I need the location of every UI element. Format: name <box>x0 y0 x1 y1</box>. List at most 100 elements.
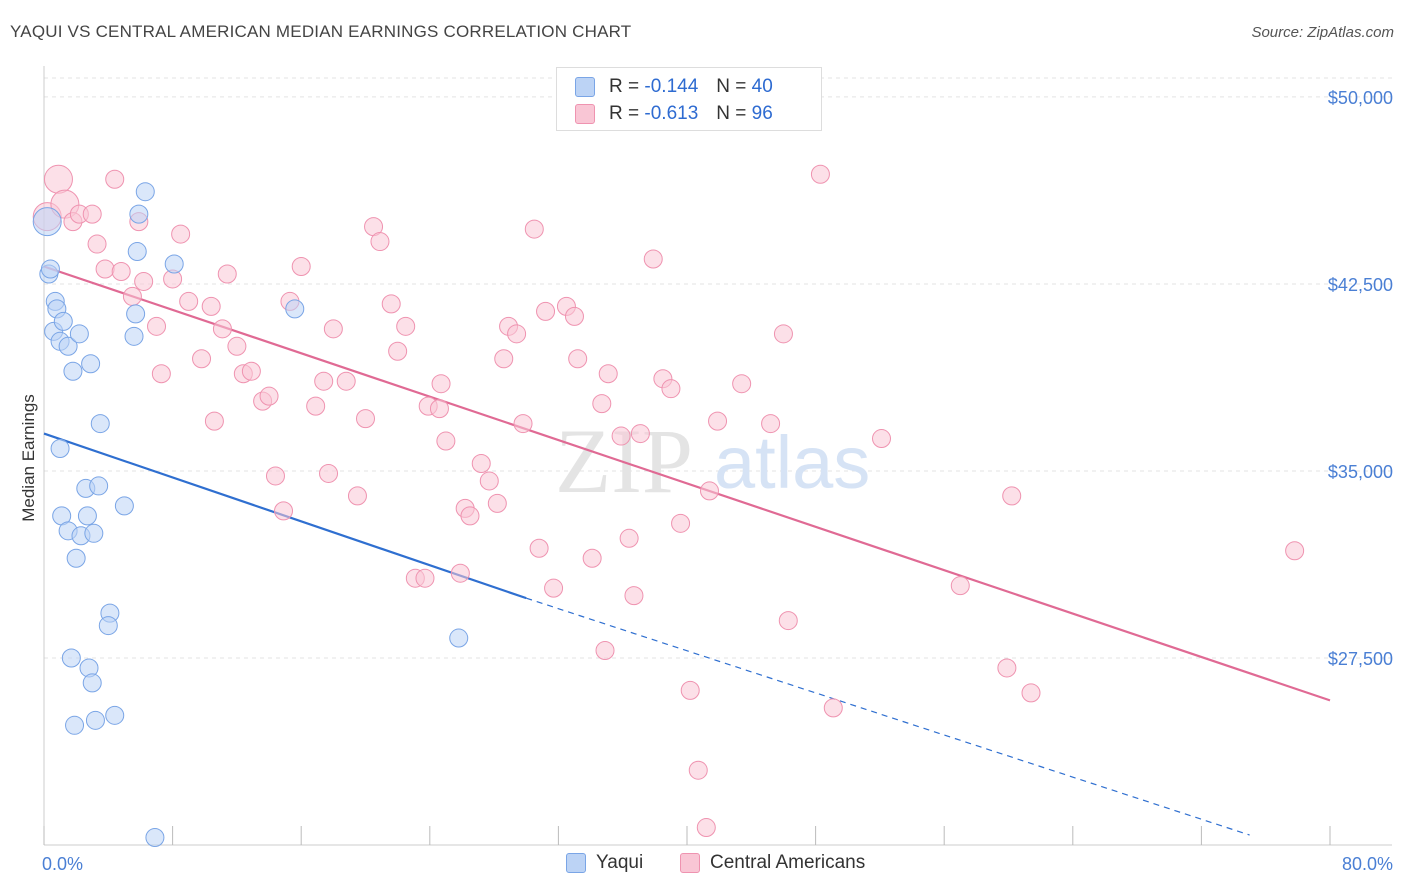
point-central <box>171 224 191 244</box>
legend-swatch-central <box>575 104 595 124</box>
data-points <box>32 164 1305 848</box>
point-central <box>619 528 639 548</box>
point-central <box>582 548 602 568</box>
point-central <box>507 324 527 344</box>
point-central <box>388 341 408 361</box>
point-central <box>564 306 584 326</box>
point-central <box>479 471 499 491</box>
point-central <box>415 568 435 588</box>
point-central <box>1002 486 1022 506</box>
point-yaqui <box>85 710 105 730</box>
watermark: ZIP atlas <box>555 410 870 512</box>
point-central <box>524 219 544 239</box>
point-yaqui <box>81 354 101 374</box>
legend-r-label: R = <box>609 76 640 97</box>
point-yaqui <box>77 506 97 526</box>
point-yaqui <box>135 182 155 202</box>
legend-r-value: -0.144 <box>644 76 699 97</box>
point-central <box>595 641 615 661</box>
point-yaqui <box>124 326 144 346</box>
point-central <box>810 164 830 184</box>
point-central <box>314 371 334 391</box>
point-yaqui <box>66 548 86 568</box>
point-central <box>87 234 107 254</box>
x-tick-label: 80.0% <box>1342 854 1393 874</box>
point-central <box>259 386 279 406</box>
point-central <box>872 429 892 449</box>
point-yaqui <box>32 207 62 237</box>
point-central <box>436 431 456 451</box>
point-central <box>611 426 631 446</box>
y-tick-label: $35,000 <box>1328 462 1393 482</box>
point-central <box>319 463 339 483</box>
y-tick-label: $50,000 <box>1328 88 1393 108</box>
point-yaqui <box>63 361 83 381</box>
point-central <box>95 259 115 279</box>
point-yaqui <box>98 616 118 636</box>
point-central <box>529 538 549 558</box>
point-central <box>431 374 451 394</box>
point-central <box>429 399 449 419</box>
legend-swatch-yaqui <box>575 77 595 97</box>
point-central <box>227 336 247 356</box>
point-yaqui <box>126 304 146 324</box>
point-central <box>823 698 843 718</box>
point-yaqui <box>40 259 60 279</box>
point-yaqui <box>129 204 149 224</box>
point-central <box>204 411 224 431</box>
point-central <box>356 409 375 429</box>
point-central <box>487 493 507 513</box>
y-tick-label: $27,500 <box>1328 649 1393 669</box>
point-central <box>624 586 644 606</box>
point-central <box>1021 683 1041 703</box>
trend-line-central <box>43 265 1331 702</box>
point-central <box>513 414 533 434</box>
point-central <box>450 563 470 583</box>
legend-row-yaqui: R = -0.144 N = 40 <box>575 75 773 99</box>
point-central <box>680 680 700 700</box>
x-tick-label: 0.0% <box>42 854 83 874</box>
point-central <box>147 316 167 336</box>
point-central <box>134 271 154 291</box>
point-central <box>43 164 73 194</box>
point-central <box>460 506 480 526</box>
axis-labels: $27,500 $35,000 $42,500 $50,000 0.0% 80.0% Med… <box>19 88 1393 874</box>
point-central <box>950 576 970 596</box>
point-central <box>105 169 125 189</box>
bottom-legend-label-central: Central Americans <box>710 852 866 873</box>
point-central <box>761 414 781 434</box>
point-yaqui <box>82 673 102 693</box>
point-central <box>1285 541 1305 561</box>
point-yaqui <box>65 715 85 735</box>
point-central <box>396 316 416 336</box>
point-central <box>265 466 285 486</box>
legend-n-value: 40 <box>751 76 773 97</box>
bottom-legend-yaqui: Yaqui <box>566 852 643 874</box>
point-central <box>643 249 663 269</box>
point-yaqui <box>449 628 469 648</box>
point-central <box>471 453 491 473</box>
point-central <box>778 611 798 631</box>
bottom-legend-swatch-central <box>680 853 700 873</box>
point-central <box>151 364 171 384</box>
trend-line-yaqui-extension <box>526 597 1250 836</box>
point-yaqui <box>50 439 70 459</box>
point-yaqui <box>61 648 81 668</box>
point-central <box>212 319 232 339</box>
watermark-atlas: atlas <box>714 421 870 504</box>
point-central <box>336 371 356 391</box>
point-central <box>544 578 564 598</box>
point-central <box>732 374 752 394</box>
point-central <box>291 256 311 276</box>
point-central <box>241 361 261 381</box>
point-central <box>370 232 390 252</box>
y-tick-label: $42,500 <box>1328 275 1393 295</box>
point-yaqui <box>127 242 147 262</box>
point-yaqui <box>58 336 78 356</box>
point-central <box>671 513 691 533</box>
point-central <box>274 501 294 521</box>
legend-n-value: 96 <box>751 103 773 124</box>
point-yaqui <box>69 324 89 344</box>
point-yaqui <box>145 828 165 848</box>
